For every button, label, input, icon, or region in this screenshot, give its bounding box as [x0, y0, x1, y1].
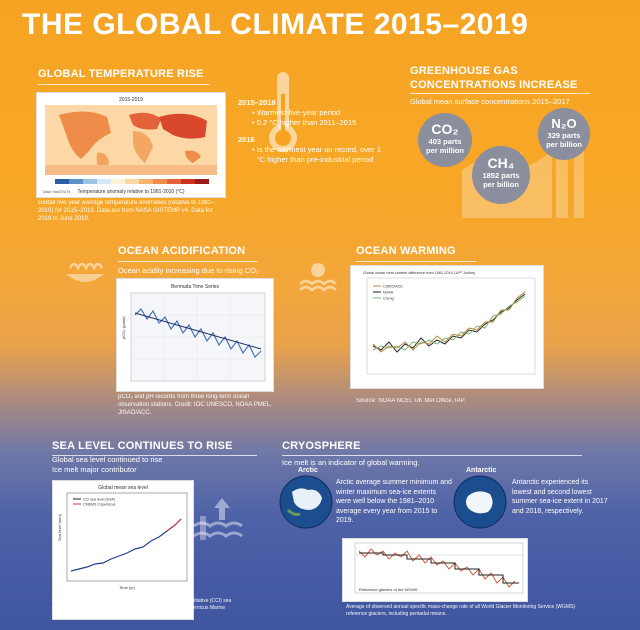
map-source: Data: HadCRUT4 [43, 190, 70, 194]
warming-chart-title: Global ocean heat content difference fro… [363, 271, 476, 275]
temperature-colorbar [55, 179, 209, 184]
warming-legend-1: CSIRO/ACE [383, 285, 403, 289]
warming-heading: OCEAN WARMING [356, 245, 456, 257]
warming-chart: Global ocean heat content difference fro… [363, 271, 536, 375]
fact-year-2: 2016 [238, 135, 255, 144]
fact-bullet-1-text: Warmest five-year period [256, 108, 341, 117]
sea-chart: Global mean sea level CCI sea level (ESA… [57, 485, 188, 590]
sea-xlabel: Time (yr) [119, 585, 136, 590]
ghg-heading: GREENHOUSE GAS CONCENTRATIONS INCREASE [410, 64, 578, 92]
n2o-formula: N₂O [551, 116, 577, 131]
glacier-chart: Reference glaciers of the WGMS [354, 542, 524, 594]
antarctic-text: Antarctic experienced its lowest and sec… [512, 479, 608, 515]
map-title: 2015-2019 [119, 97, 143, 103]
co2-value: 403 parts per million [426, 137, 464, 155]
sea-chart-title: Global mean sea level [98, 485, 147, 491]
fact-year-1: 2015–2019 [238, 98, 276, 107]
co2-formula: CO₂ [431, 121, 459, 137]
warming-divider [356, 261, 476, 262]
acid-chart-frame: Bermuda Time Series pCO₂ (μatm) [116, 278, 274, 392]
temperature-map: 2015-2019 Temperature ano [43, 97, 217, 195]
antarctic-label: Antarctic [466, 467, 497, 474]
sea-line2: Ice melt major contributor [52, 465, 137, 474]
cryo-divider [282, 455, 582, 456]
fact-bullet-2: • 0.2 °C higher than 2011–2015 [252, 118, 357, 127]
fact-bullet-1: • Warmest five-year period [252, 108, 341, 117]
thermometer-icon [269, 72, 297, 152]
n2o-bubble: N₂O 329 parts per billion [538, 108, 590, 160]
warming-legend-2: NOAA [383, 291, 394, 295]
glacier-caption: Average of observed annual specific mass… [346, 604, 576, 617]
acid-chart: Bermuda Time Series pCO₂ (μatm) [121, 284, 266, 382]
acid-divider [118, 261, 258, 262]
ch4-value: 1852 parts per billion [482, 171, 520, 189]
temperature-divider [38, 84, 210, 85]
ghg-heading-line1: GREENHOUSE GAS [410, 65, 518, 77]
ch4-bubble: CH₄ 1852 parts per billion [472, 146, 530, 204]
ghg-heading-line2: CONCENTRATIONS INCREASE [410, 79, 578, 91]
warming-chart-frame: Global ocean heat content difference fro… [350, 265, 544, 389]
sea-legend-2: CMEMS Copernicus [83, 503, 116, 507]
fact-bullet-3: • Is the warmest year on record, over 1 … [238, 145, 388, 165]
ghg-subtitle: Global mean surface concentrations 2015–… [410, 97, 570, 106]
acid-caption: pCO₂ and pH records from three long-term… [118, 394, 272, 416]
sea-legend-1: CCI sea level (ESA) [83, 498, 115, 502]
sea-legend: CCI sea level (ESA) CMEMS Copernicus [73, 498, 116, 507]
fact-bullet-3-text: Is the warmest year on record, over 1 °C… [256, 145, 381, 164]
arctic-label: Arctic [298, 467, 318, 474]
acid-heading: OCEAN ACIDIFICATION [118, 245, 246, 257]
fact-bullet-2-text: 0.2 °C higher than 2011–2015 [256, 118, 357, 127]
glacier-chart-title: Reference glaciers of the WGMS [359, 587, 418, 592]
warming-legend: CSIRO/ACE NOAA Cheng [373, 285, 403, 301]
warming-caption: Source: NOAA NCEI, UK Met Office, IAP. [356, 398, 466, 404]
arctic-text: Arctic average summer minimum and winter… [336, 479, 452, 524]
sea-ylabel: Sea level (mm) [57, 513, 62, 541]
acid-ylabel: pCO₂ (μatm) [121, 316, 126, 339]
temperature-facts: 2015–2019 • Warmest five-year period • 0… [238, 98, 388, 165]
acid-subtitle: Ocean acidity increasing due to rising C… [118, 266, 259, 275]
ocean-warming-icon [299, 263, 337, 292]
temperature-caption: Global five-year average temperature ano… [38, 200, 215, 222]
co2-bubble: CO₂ 403 parts per million [418, 113, 472, 167]
acid-chart-title: Bermuda Time Series [171, 284, 220, 290]
temperature-map-frame: 2015-2019 Temperature ano [36, 92, 226, 198]
sea-line1: Global sea level continued to rise [52, 455, 163, 464]
sea-heading: SEA LEVEL CONTINUES TO RISE [52, 440, 233, 452]
temperature-heading: GLOBAL TEMPERATURE RISE [38, 68, 204, 80]
arctic-globe-icon [279, 475, 333, 529]
sea-caption: Data source: European Space Agency (ESA)… [52, 598, 232, 617]
acid-beaker-icon [66, 262, 104, 282]
colorbar-label: Temperature anomaly relative to 1981-201… [77, 189, 184, 195]
ch4-formula: CH₄ [487, 155, 515, 171]
cryo-heading: CRYOSPHERE [282, 440, 361, 452]
sea-divider [52, 455, 257, 456]
ghg-divider [410, 93, 590, 94]
cryo-subtitle: Ice melt is an indicator of global warmi… [282, 458, 420, 467]
glacier-chart-frame: Reference glaciers of the WGMS [342, 538, 528, 602]
poster-title: THE GLOBAL CLIMATE 2015–2019 [22, 8, 529, 41]
sea-level-icon [193, 498, 243, 540]
antarctic-globe-icon [453, 475, 507, 529]
n2o-value: 329 parts per billion [546, 131, 582, 149]
sea-chart-frame: Global mean sea level CCI sea level (ESA… [52, 480, 194, 620]
warming-legend-3: Cheng [383, 297, 394, 301]
